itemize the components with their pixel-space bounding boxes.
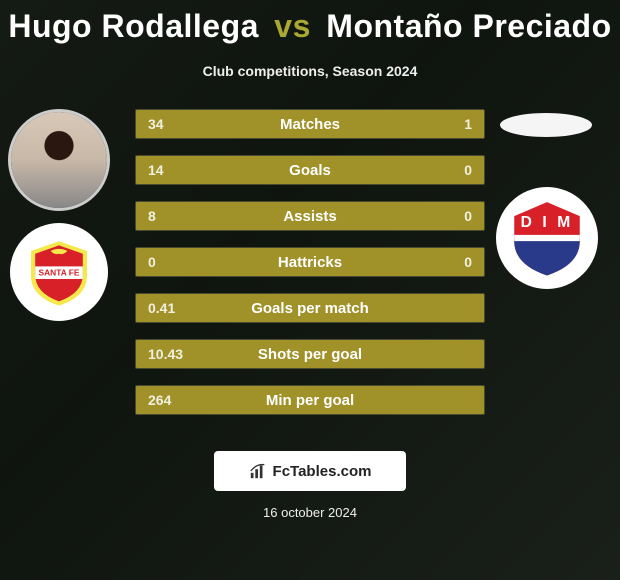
stat-value-right: 0 (464, 162, 472, 178)
stat-label: Goals per match (251, 300, 369, 317)
right-column: D I M (492, 109, 612, 289)
fctables-logo-icon (249, 462, 267, 480)
stat-value-right: 1 (464, 116, 472, 132)
club-badge-right: D I M (496, 187, 598, 289)
santa-fe-shield-icon: SANTA FE (24, 237, 94, 307)
stat-value-left: 0.41 (148, 300, 175, 316)
stat-row: 10.43 Shots per goal (135, 339, 485, 369)
svg-text:D I M: D I M (521, 214, 574, 231)
stat-value-left: 34 (148, 116, 164, 132)
page-title: Hugo Rodallega vs Montaño Preciado (0, 0, 620, 45)
left-column: SANTA FE (8, 109, 128, 321)
subtitle: Club competitions, Season 2024 (0, 63, 620, 79)
stat-row: 264 Min per goal (135, 385, 485, 415)
stat-row: 8 Assists 0 (135, 201, 485, 231)
dim-shield-icon: D I M (508, 199, 586, 277)
stat-row: 14 Goals 0 (135, 155, 485, 185)
stat-label: Assists (283, 208, 336, 225)
comparison-bars: 34 Matches 1 14 Goals 0 8 Assists 0 0 Hattricks 0 0.… (135, 109, 485, 431)
stat-label: Goals (289, 162, 331, 179)
stat-value-left: 8 (148, 208, 156, 224)
title-player-1: Hugo Rodallega (8, 8, 259, 44)
player-photo-right-placeholder (500, 113, 592, 137)
player-photo-left (8, 109, 110, 211)
svg-text:SANTA FE: SANTA FE (39, 268, 80, 278)
stat-label: Matches (280, 116, 340, 133)
stat-value-right: 0 (464, 208, 472, 224)
title-player-2: Montaño Preciado (326, 8, 611, 44)
stat-value-left: 14 (148, 162, 164, 178)
stat-row: 0 Hattricks 0 (135, 247, 485, 277)
stat-value-left: 264 (148, 392, 171, 408)
stat-label: Hattricks (278, 254, 342, 271)
stat-value-right: 0 (464, 254, 472, 270)
content-root: Hugo Rodallega vs Montaño Preciado Club … (0, 0, 620, 580)
title-vs: vs (274, 8, 311, 44)
brand-text: FcTables.com (273, 463, 372, 480)
stat-row: 0.41 Goals per match (135, 293, 485, 323)
stat-value-left: 0 (148, 254, 156, 270)
stat-row: 34 Matches 1 (135, 109, 485, 139)
stat-value-left: 10.43 (148, 346, 183, 362)
player-photo-left-img (11, 112, 107, 208)
club-badge-left: SANTA FE (10, 223, 108, 321)
comparison-area: SANTA FE D I M 34 Matches 1 14 (0, 109, 620, 429)
stat-label: Min per goal (266, 392, 354, 409)
brand-badge: FcTables.com (214, 451, 406, 491)
stat-label: Shots per goal (258, 346, 362, 363)
date-text: 16 october 2024 (0, 505, 620, 520)
